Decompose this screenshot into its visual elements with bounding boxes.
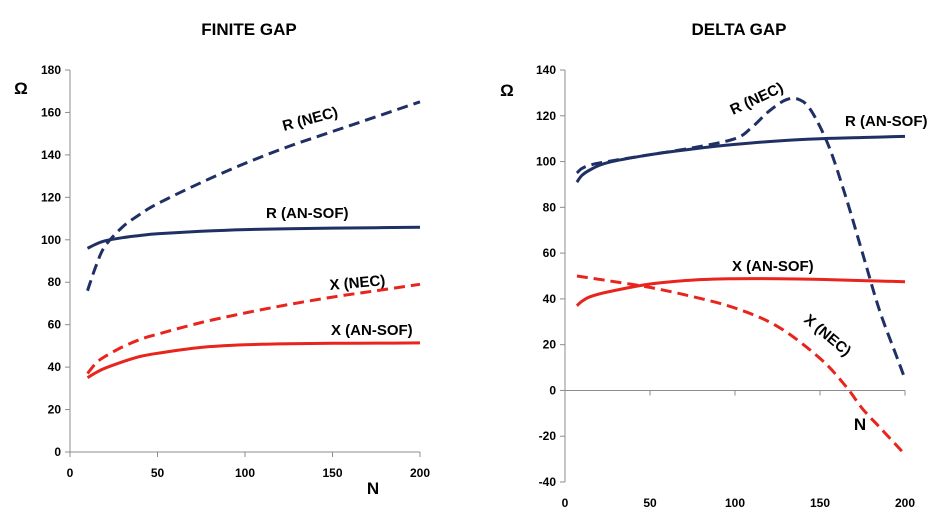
- x-axis-label: N: [854, 415, 866, 434]
- y-tick-label: 20: [48, 403, 62, 417]
- y-tick-label: 100: [41, 233, 61, 247]
- series-line-x-nec: [86, 282, 421, 375]
- y-tick-label: 80: [48, 275, 62, 289]
- y-axis-label: Ω: [14, 79, 28, 98]
- annotation-x-an-sof: X (AN-SOF): [732, 258, 814, 275]
- y-tick-label: -40: [539, 475, 557, 489]
- y-tick-label: 20: [543, 338, 557, 352]
- chart-title: FINITE GAP: [201, 20, 296, 39]
- annotation-x-nec: X (NEC): [329, 272, 386, 294]
- y-tick-label: 60: [543, 246, 557, 260]
- x-tick-label: 200: [410, 466, 430, 480]
- y-tick-label: 180: [41, 63, 61, 77]
- series-line-x-an-sof: [86, 341, 421, 379]
- y-tick-label: 100: [536, 155, 556, 169]
- x-axis-label: N: [367, 479, 379, 498]
- x-tick-label: 150: [810, 496, 830, 510]
- series-line-x-an-sof: [575, 277, 906, 307]
- y-tick-label: 80: [543, 200, 557, 214]
- y-tick-label: 120: [536, 109, 556, 123]
- series-line-r-an-sof: [86, 225, 421, 250]
- annotation-r-an-sof: R (AN-SOF): [845, 113, 928, 130]
- series-line-r-nec: [575, 96, 907, 380]
- y-tick-label: 60: [48, 318, 62, 332]
- y-tick-label: -20: [539, 429, 557, 443]
- x-tick-label: 50: [151, 466, 165, 480]
- y-tick-label: 40: [48, 360, 62, 374]
- x-tick-label: 200: [895, 496, 915, 510]
- series-line-x-nec: [576, 274, 907, 456]
- y-tick-label: 120: [41, 190, 61, 204]
- annotation-r-an-sof: R (AN-SOF): [266, 205, 349, 222]
- x-tick-label: 0: [562, 496, 569, 510]
- x-tick-label: 100: [235, 466, 255, 480]
- x-tick-label: 0: [67, 466, 74, 480]
- chart-title: DELTA GAP: [691, 20, 786, 39]
- y-tick-label: 0: [54, 445, 61, 459]
- y-tick-label: 140: [536, 63, 556, 77]
- x-tick-label: 150: [322, 466, 342, 480]
- y-tick-label: 160: [41, 105, 61, 119]
- x-tick-label: 50: [643, 496, 657, 510]
- y-tick-label: 0: [549, 383, 556, 397]
- y-axis-label: Ω: [500, 81, 514, 100]
- series-line-r-nec: [86, 100, 421, 292]
- y-tick-label: 140: [41, 148, 61, 162]
- annotation-x-an-sof: X (AN-SOF): [331, 322, 413, 339]
- x-tick-label: 100: [725, 496, 745, 510]
- y-tick-label: 40: [543, 292, 557, 306]
